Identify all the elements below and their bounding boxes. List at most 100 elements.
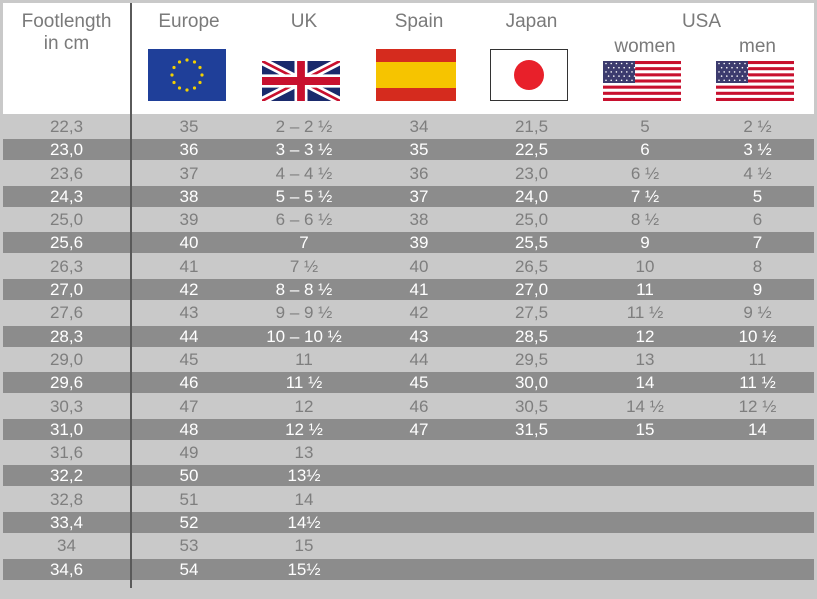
japan-cell: 25,5	[514, 233, 549, 253]
usa-men-cell	[701, 535, 814, 556]
usa-women-header: women	[614, 36, 676, 57]
usa-men-cell: 9	[752, 280, 763, 300]
europe-cell: 40	[179, 233, 199, 253]
spain-cell	[364, 442, 474, 463]
footlength-cell: 31,6	[49, 443, 84, 463]
uk-cell: 11	[295, 349, 313, 369]
footlength-label: Footlength	[21, 11, 112, 32]
japan-cell	[474, 512, 589, 533]
uk-cell: 6 – 6 ½	[275, 210, 333, 230]
footlength-cell: 30,3	[49, 396, 84, 416]
uk-cell: 4 – 4 ½	[275, 163, 333, 183]
japan-cell: 25,0	[514, 210, 549, 230]
footlength-cell: 28,3	[49, 326, 84, 346]
spain-flag-icon	[376, 49, 456, 101]
uk-cell: 13½	[287, 466, 321, 486]
usa-women-cell: 14 ½	[626, 396, 664, 416]
usa-women-cell	[589, 489, 701, 510]
uk-cell: 11 ½	[285, 373, 323, 393]
europe-cell: 36	[179, 140, 199, 160]
japan-header: Japan	[505, 11, 558, 32]
usa-men-cell: 10 ½	[738, 326, 777, 346]
europe-cell: 44	[179, 326, 199, 346]
footlength-cell: 34	[57, 536, 76, 556]
usa-women-cell	[589, 559, 701, 580]
table-row: 28,3 44 10 – 10 ½ 43 28,5 12 10 ½	[3, 325, 814, 347]
uk-header: UK	[290, 11, 318, 32]
column-divider	[130, 3, 132, 588]
europe-cell: 53	[179, 536, 199, 556]
usa-women-cell: 11 ½	[626, 303, 664, 323]
footlength-cell: 22,3	[49, 117, 84, 136]
table-row: 31,6 49 13	[3, 442, 814, 464]
spain-cell: 40	[409, 256, 429, 276]
footlength-unit-label: in cm	[43, 33, 90, 54]
footlength-cell: 25,6	[49, 233, 84, 253]
footlength-cell: 34,6	[49, 559, 84, 579]
usa-men-cell: 7	[752, 233, 763, 253]
japan-cell: 30,5	[514, 396, 549, 416]
spain-cell	[364, 489, 474, 510]
usa-men-cell	[701, 465, 814, 486]
japan-cell: 30,0	[514, 373, 549, 393]
japan-cell: 28,5	[514, 326, 549, 346]
spain-cell: 39	[409, 233, 429, 253]
uk-cell: 2 – 2 ½	[275, 117, 333, 136]
spain-cell: 44	[409, 349, 429, 369]
uk-cell: 12 ½	[285, 419, 323, 439]
usa-women-cell: 7 ½	[630, 186, 660, 206]
usa-women-cell	[589, 512, 701, 533]
usa-women-cell: 13	[635, 349, 655, 369]
spain-cell	[364, 535, 474, 556]
japan-cell	[474, 489, 589, 510]
japan-cell	[474, 535, 589, 556]
usa-men-cell: 5	[752, 186, 763, 206]
usa-women-cell	[589, 442, 701, 463]
size-table-body: 22,3 35 2 – 2 ½ 34 21,5 5 2 ½ 23,0 36 3 – 3 ½ 35 22…	[3, 116, 814, 582]
europe-cell: 47	[179, 396, 199, 416]
footlength-cell: 32,2	[49, 466, 84, 486]
footlength-cell: 31,0	[49, 419, 84, 439]
usa-men-cell: 9 ½	[743, 303, 772, 323]
footlength-cell: 33,4	[49, 513, 84, 533]
footlength-cell: 32,8	[49, 489, 84, 509]
table-row: 31,0 48 12 ½ 47 31,5 15 14	[3, 418, 814, 440]
japan-cell: 27,0	[514, 280, 549, 300]
japan-cell: 31,5	[514, 419, 549, 439]
europe-cell: 45	[179, 349, 199, 369]
japan-cell: 24,0	[514, 186, 549, 206]
spain-cell: 46	[409, 396, 429, 416]
footlength-cell: 23,6	[49, 163, 84, 183]
spain-cell: 38	[409, 210, 429, 230]
footlength-cell: 24,3	[49, 186, 84, 206]
uk-cell: 14	[294, 489, 314, 509]
usa-women-cell: 8 ½	[630, 210, 660, 230]
spain-cell	[364, 559, 474, 580]
spain-cell	[364, 512, 474, 533]
uk-cell: 5 – 5 ½	[275, 186, 333, 206]
uk-cell: 13	[294, 443, 314, 463]
uk-cell: 10 – 10 ½	[266, 326, 342, 346]
uk-cell: 3 – 3 ½	[275, 140, 333, 160]
usa-flag-women-icon	[603, 61, 681, 101]
table-row: 33,4 52 14½	[3, 512, 814, 534]
usa-men-cell: 4 ½	[743, 163, 772, 183]
europe-cell: 41	[179, 256, 199, 276]
japan-cell: 29,5	[514, 349, 549, 369]
footlength-cell: 27,6	[49, 303, 84, 323]
usa-women-cell: 14	[635, 373, 655, 393]
footlength-cell: 27,0	[49, 280, 84, 300]
europe-cell: 51	[179, 489, 199, 509]
uk-cell: 7 ½	[289, 256, 319, 276]
usa-women-cell: 10	[635, 256, 655, 276]
japan-cell: 23,0	[514, 163, 549, 183]
spain-cell: 35	[409, 140, 429, 160]
europe-cell: 50	[179, 466, 199, 486]
table-row: 24,3 38 5 – 5 ½ 37 24,0 7 ½ 5	[3, 185, 814, 207]
spain-cell	[364, 465, 474, 486]
europe-cell: 49	[179, 443, 199, 463]
uk-cell: 15½	[287, 559, 321, 579]
uk-flag-icon	[262, 61, 340, 101]
usa-women-cell: 6	[640, 140, 650, 160]
japan-flag-icon	[490, 49, 568, 101]
